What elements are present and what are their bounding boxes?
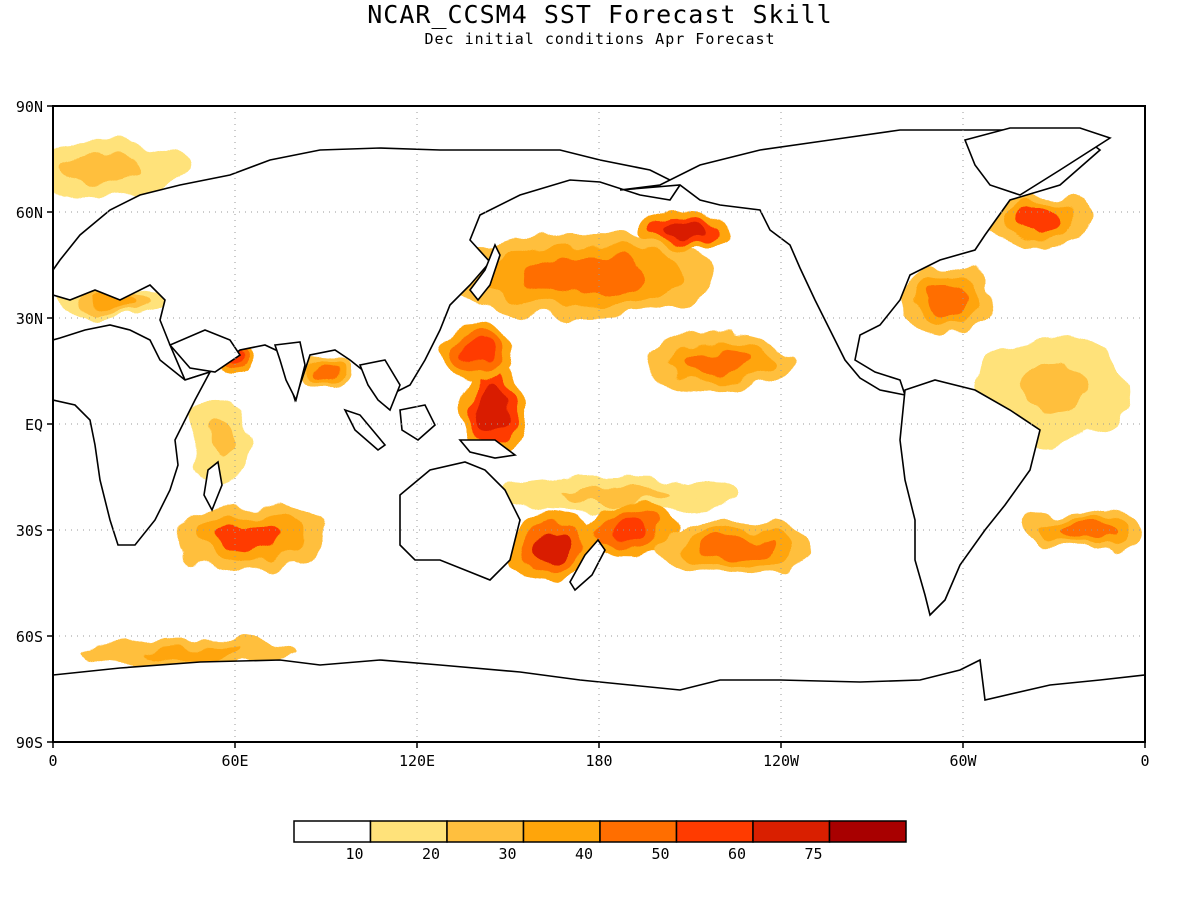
skill-region-8-band-2 <box>701 534 770 561</box>
legend-swatch <box>599 820 678 843</box>
page-title: NCAR_CCSM4 SST Forecast Skill <box>367 0 833 29</box>
india-outline <box>273 341 306 403</box>
skill-region-4-band-2 <box>461 340 495 367</box>
lat-label: 30S <box>16 522 43 540</box>
skill-field <box>53 141 1145 668</box>
lat-label: 60N <box>16 204 43 222</box>
page-subtitle: Dec initial conditions Apr Forecast <box>424 30 776 48</box>
legend-label: 50 <box>651 845 669 863</box>
antarctica-outline <box>53 658 1145 742</box>
skill-region-13-band-2 <box>927 284 969 317</box>
lat-label: EQ <box>25 416 43 434</box>
legend-label: 20 <box>422 845 440 863</box>
lon-label: 60W <box>949 752 977 770</box>
color-legend: 10 20 30 40 50 60 75 <box>293 820 907 863</box>
skill-region-10-band-2 <box>141 647 238 661</box>
skill-region-2-band-2 <box>479 384 507 429</box>
sumatra-outline <box>343 408 387 452</box>
legend-label: 10 <box>345 845 363 863</box>
australia-outline <box>399 461 521 581</box>
new-zealand-outline <box>569 538 606 592</box>
africa-outline <box>53 324 212 546</box>
arabia-outline <box>168 329 242 373</box>
madagascar-outline <box>203 460 223 512</box>
lon-label: 0 <box>1140 752 1149 770</box>
lat-label: 90N <box>16 98 43 116</box>
lat-label: 60S <box>16 628 43 646</box>
lon-label: 180 <box>585 752 612 770</box>
legend-swatch <box>752 820 831 843</box>
skill-region-5-band-2 <box>559 486 669 503</box>
legend-swatch <box>675 820 754 843</box>
skill-region-15-band-2 <box>1057 520 1112 540</box>
legend-label: 75 <box>804 845 822 863</box>
skill-region-17-band-2 <box>57 156 140 183</box>
lat-label: 90S <box>16 734 43 752</box>
borneo-outline <box>399 404 436 441</box>
south-america-outline <box>899 379 1041 617</box>
skill-region-14-band-2 <box>1014 207 1064 231</box>
legend-label: 40 <box>575 845 593 863</box>
axis-labels: 90N 60N 30N EQ 30S 60S 90S 0 60E 120E 180 120W 60W 0 <box>16 98 1150 770</box>
continents <box>53 127 1145 742</box>
lon-label: 0 <box>48 752 57 770</box>
legend-swatch <box>446 820 525 843</box>
lat-label: 30N <box>16 310 43 328</box>
lon-label: 120E <box>399 752 435 770</box>
skill-region-0-band-2 <box>522 256 646 295</box>
legend-swatch <box>293 820 372 843</box>
legend-label: 60 <box>728 845 746 863</box>
skill-region-6-band-2 <box>533 531 574 564</box>
lon-label: 60E <box>221 752 248 770</box>
skill-region-1-band-2 <box>663 220 705 240</box>
skill-region-19-band-2 <box>1019 364 1089 413</box>
gridlines <box>53 106 1145 742</box>
skill-region-3-band-2 <box>686 347 755 374</box>
indochina-outline <box>358 359 401 412</box>
legend-label: 30 <box>498 845 516 863</box>
new-guinea-outline <box>458 439 518 459</box>
legend-swatch <box>369 820 448 843</box>
north-america-outline <box>619 129 1102 397</box>
skill-region-18-band-2 <box>206 422 234 461</box>
legend-swatch <box>828 820 907 843</box>
japan-outline <box>468 243 501 302</box>
skill-region-9-band-2 <box>216 521 285 553</box>
skill-region-12-band-2 <box>315 363 337 379</box>
greenland-outline <box>963 127 1112 196</box>
legend-swatch <box>522 820 601 843</box>
lon-label: 120W <box>763 752 800 770</box>
